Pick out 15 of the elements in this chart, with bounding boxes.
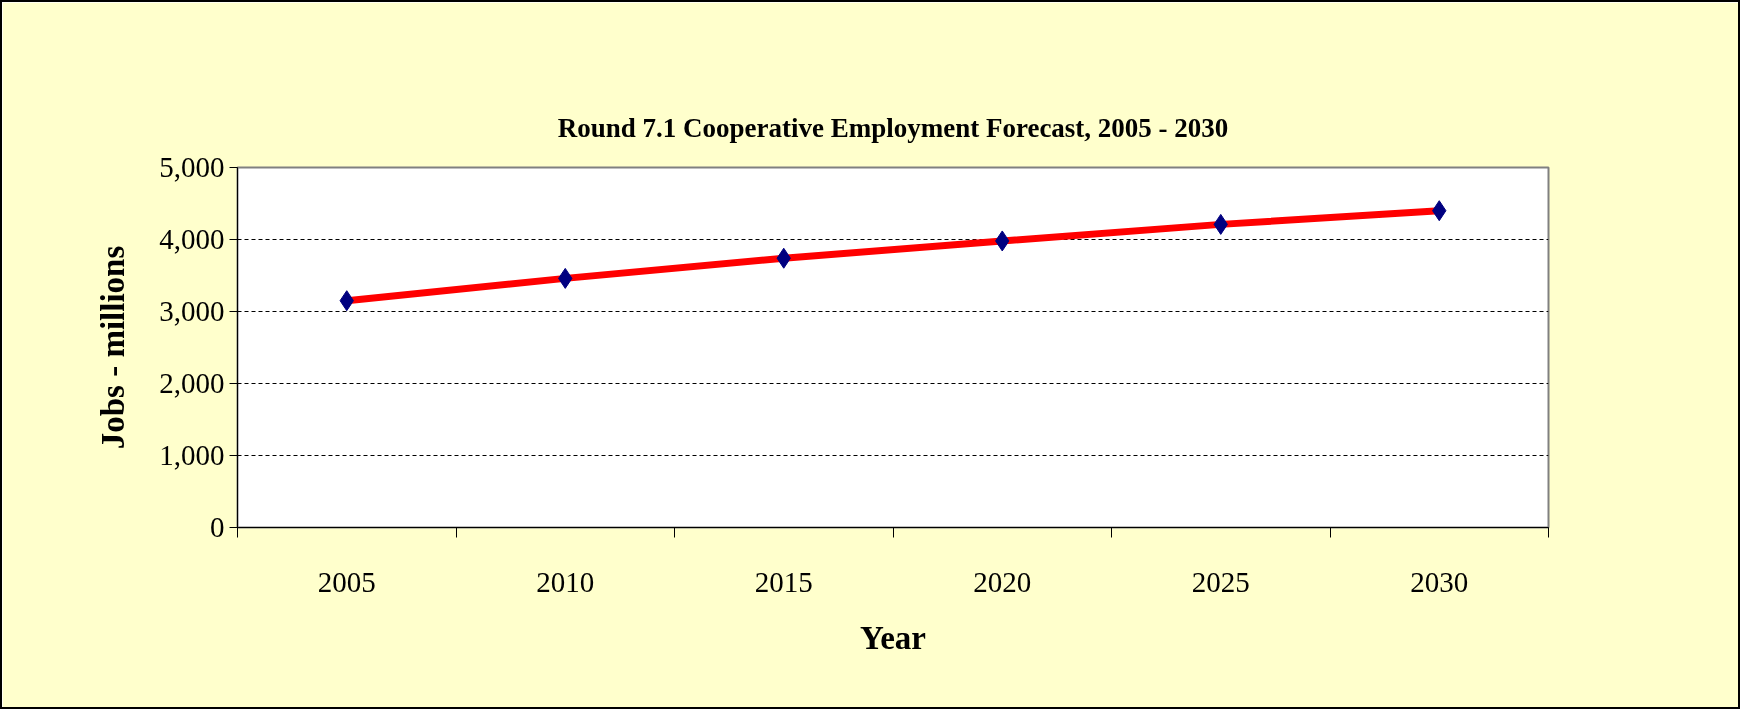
y-tick-label: 2,000 bbox=[159, 367, 225, 399]
y-tick-label: 1,000 bbox=[159, 439, 225, 471]
chart-title: Round 7.1 Cooperative Employment Forecast, 2005 - 2030 bbox=[557, 112, 1229, 143]
x-tick-label: 2030 bbox=[1410, 565, 1469, 598]
x-tick-label: 2010 bbox=[536, 565, 595, 598]
x-tick-label: 2015 bbox=[754, 565, 813, 598]
y-tick-label: 3,000 bbox=[159, 295, 225, 327]
y-axis-title: Jobs - millions bbox=[95, 245, 132, 450]
y-tick-label: 0 bbox=[210, 511, 225, 543]
y-tick-label: 5,000 bbox=[159, 151, 225, 183]
x-tick-label: 2025 bbox=[1191, 565, 1250, 598]
x-tick-label: 2005 bbox=[317, 565, 376, 598]
y-tick-label: 4,000 bbox=[159, 223, 225, 255]
x-tick-label: 2020 bbox=[973, 565, 1032, 598]
x-axis-title: Year bbox=[860, 619, 926, 656]
